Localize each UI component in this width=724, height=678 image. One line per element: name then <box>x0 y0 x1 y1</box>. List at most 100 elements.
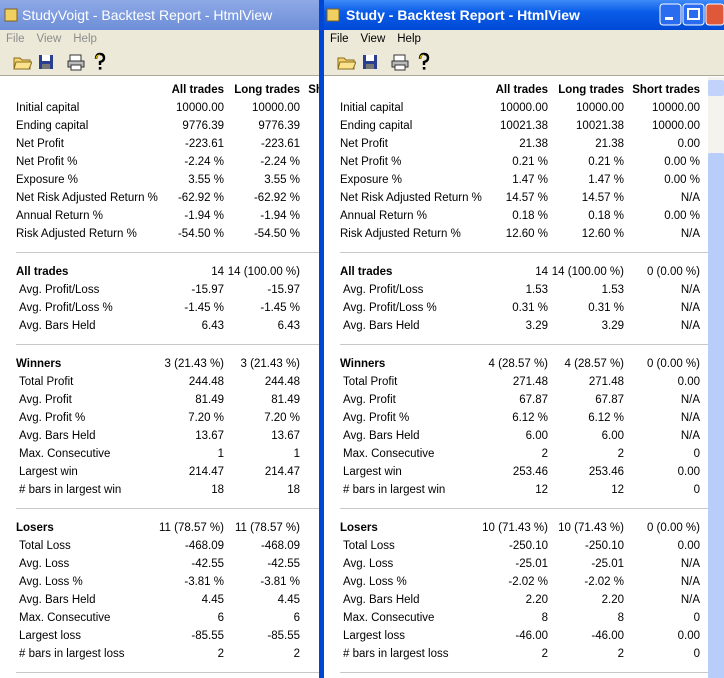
row-value: -2.02 % <box>508 576 548 588</box>
scroll-up-button[interactable] <box>708 80 724 96</box>
row-value: 81.49 <box>195 394 224 406</box>
row-value: -15.97 <box>267 284 300 296</box>
row-value: -1.94 % <box>260 210 300 222</box>
row-value: 14 <box>535 266 548 278</box>
maximize-button[interactable] <box>682 3 705 26</box>
row-label: Net Profit % <box>340 156 402 168</box>
row-label: Annual Return % <box>16 210 103 222</box>
row-value: -250.10 <box>508 540 548 552</box>
row-value: 10 (71.43 %) <box>482 522 548 534</box>
minimize-button[interactable] <box>659 3 682 26</box>
section-title: Losers <box>340 522 378 534</box>
row-value: 253.46 <box>588 466 624 478</box>
separator <box>16 508 319 509</box>
row-value: 12 <box>611 484 624 496</box>
row-label: Net Profit % <box>16 156 78 168</box>
row-value: 10000.00 <box>176 102 224 114</box>
toolbar-button[interactable] <box>414 52 434 72</box>
row-value: 13.67 <box>195 430 224 442</box>
row-value: 0.00 % <box>664 156 700 168</box>
row-value: 12.60 % <box>505 228 548 240</box>
menu-item[interactable]: File <box>6 33 25 45</box>
row-value: 10000.00 <box>652 120 700 132</box>
row-value: -3.81 % <box>260 576 300 588</box>
window-title: Study - Backtest Report - HtmlView <box>346 7 580 23</box>
section-title: Losers <box>16 522 54 534</box>
separator <box>340 252 708 253</box>
row-value: 14.57 % <box>581 192 624 204</box>
row-label: Total Profit <box>19 376 74 388</box>
row-value: -42.55 <box>267 558 300 570</box>
row-value: 18 <box>211 484 224 496</box>
row-value: 0.18 % <box>512 210 548 222</box>
row-value: 1.53 <box>601 284 624 296</box>
toolbar-button[interactable] <box>360 52 380 72</box>
row-label: # bars in largest loss <box>19 648 125 660</box>
row-label: Largest win <box>343 466 402 478</box>
separator <box>340 508 708 509</box>
row-label: # bars in largest win <box>19 484 122 496</box>
app-icon <box>4 8 18 22</box>
row-value: 0.00 <box>677 376 700 388</box>
row-label: Avg. Profit/Loss % <box>343 302 437 314</box>
row-value: 6.12 % <box>512 412 548 424</box>
row-value: -54.50 % <box>253 228 300 240</box>
scrollbar[interactable] <box>708 77 724 678</box>
column-header: All trades <box>495 84 548 96</box>
menu-item[interactable]: View <box>360 33 386 45</box>
report-window: StudyVoigt - Backtest Report - HtmlView … <box>0 0 319 678</box>
toolbar-button[interactable] <box>36 52 56 72</box>
row-label: Avg. Loss % <box>19 576 83 588</box>
separator <box>340 344 708 345</box>
row-value: 3 (21.43 %) <box>164 358 224 370</box>
row-value: 10000.00 <box>500 102 548 114</box>
toolbar-button[interactable] <box>12 52 32 72</box>
row-value: 2 <box>541 448 548 460</box>
row-value: 10000.00 <box>576 102 624 114</box>
toolbar-button[interactable] <box>90 52 110 72</box>
toolbar-button[interactable] <box>66 52 86 72</box>
row-value: 0.18 % <box>588 210 624 222</box>
scroll-thumb[interactable] <box>708 153 724 678</box>
row-value: N/A <box>680 320 700 332</box>
row-value: N/A <box>680 192 700 204</box>
row-value: 2 <box>541 648 548 660</box>
row-value: 67.87 <box>595 394 624 406</box>
close-button[interactable] <box>705 3 724 26</box>
row-value: 7.20 % <box>188 412 224 424</box>
toolbar <box>0 48 319 76</box>
separator <box>340 672 708 673</box>
row-value: 14 (100.00 %) <box>227 266 300 278</box>
row-value: N/A <box>680 228 700 240</box>
minimize-glyph <box>665 17 673 20</box>
row-value: N/A <box>680 284 700 296</box>
row-value: 1.53 <box>525 284 548 296</box>
row-label: Exposure % <box>16 174 79 186</box>
window-title: StudyVoigt - Backtest Report - HtmlView <box>22 7 273 23</box>
row-value: 4 (28.57 %) <box>488 358 548 370</box>
row-value: -62.92 % <box>177 192 224 204</box>
row-label: Largest loss <box>343 630 406 642</box>
row-label: Exposure % <box>340 174 403 186</box>
row-value: 12 <box>535 484 548 496</box>
row-value: 214.47 <box>264 466 300 478</box>
row-value: -2.24 % <box>184 156 224 168</box>
toolbar-button[interactable] <box>390 52 410 72</box>
separator <box>16 344 319 345</box>
toolbar <box>324 48 724 76</box>
column-header: Long trades <box>234 84 300 96</box>
row-label: Net Risk Adjusted Return % <box>16 192 158 204</box>
row-value: 10021.38 <box>576 120 624 132</box>
toolbar-button[interactable] <box>336 52 356 72</box>
menu-item[interactable]: Help <box>73 33 97 45</box>
menu-item[interactable]: Help <box>397 33 421 45</box>
section-title: All trades <box>16 266 69 278</box>
row-value: 0 <box>693 648 700 660</box>
menu-item[interactable]: View <box>36 33 62 45</box>
row-value: 8 <box>617 612 624 624</box>
row-value: 0.00 <box>677 138 700 150</box>
row-value: 271.48 <box>512 376 548 388</box>
row-label: Largest win <box>19 466 78 478</box>
menu-item[interactable]: File <box>330 33 349 45</box>
row-label: Largest loss <box>19 630 82 642</box>
